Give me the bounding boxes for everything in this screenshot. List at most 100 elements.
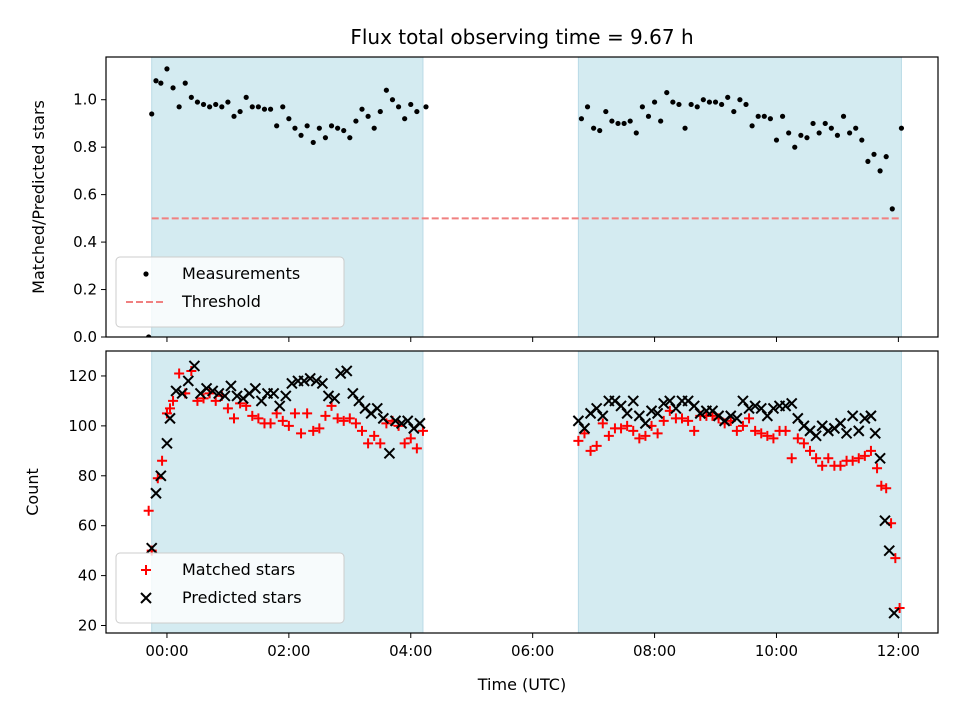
measurement-point [170, 85, 176, 91]
matched-star-point [737, 420, 748, 431]
measurement-point [694, 104, 700, 110]
legend-predicted-marker [140, 592, 152, 604]
predicted-star-point [225, 380, 237, 392]
matched-star-point [872, 463, 883, 474]
predicted-star-point [219, 390, 231, 402]
matched-star-point [707, 410, 718, 421]
legend-measurements-marker [143, 271, 149, 277]
matched-star-point [689, 425, 700, 436]
predicted-star-point [286, 377, 298, 390]
measurement-point [853, 125, 859, 131]
measurement-point [219, 104, 225, 110]
predicted-star-point [639, 417, 652, 430]
predicted-star-point [274, 400, 286, 412]
y-tick-label: 20 [78, 617, 97, 635]
matched-star-point [283, 420, 294, 431]
measurement-point [225, 99, 231, 105]
predicted-star-point [749, 400, 761, 412]
measurement-point [670, 99, 676, 105]
matched-star-point [222, 403, 233, 414]
matched-star-point [628, 425, 639, 436]
measurement-point [682, 125, 688, 131]
x-tick-label: 10:00 [755, 642, 798, 660]
predicted-star-point [161, 437, 173, 450]
measurement-point [755, 113, 761, 119]
predicted-star-point [176, 387, 188, 400]
matched-star-point [174, 368, 185, 379]
measurement-point [792, 144, 798, 150]
legend-box [115, 256, 345, 328]
measurement-point [731, 108, 737, 115]
measurement-point [237, 108, 243, 115]
matched-star-point [859, 450, 870, 461]
measurement-point [889, 206, 895, 212]
measurement-point [292, 125, 298, 131]
measurement-point [267, 106, 274, 112]
predicted-star-point [310, 375, 322, 387]
y-tick-label: 0.2 [73, 281, 97, 299]
matched-star-point [622, 420, 633, 431]
top-panel: 0.0 0.2 0.4 0.6 0.8 1.0 Matched/Predicted star… [29, 56, 939, 346]
matched-star-point [314, 423, 325, 434]
measurement-point [877, 168, 883, 174]
matched-star-point [744, 413, 755, 424]
matched-star-point [890, 553, 901, 564]
matched-star-point [302, 408, 313, 419]
measurement-point [335, 125, 341, 131]
measurement-point [859, 137, 865, 143]
legend-matched-label: Matched stars [182, 560, 295, 579]
matched-star-point [750, 425, 761, 436]
matched-star-point [296, 428, 307, 439]
legend-threshold-label: Threshold [181, 292, 261, 311]
measurement-point [898, 125, 905, 131]
predicted-star-point [743, 402, 755, 415]
measurement-point [639, 104, 645, 110]
measurement-point [743, 101, 749, 108]
y-tick-label: 1.0 [73, 91, 97, 109]
measurement-point [822, 120, 828, 127]
predicted-star-point [853, 425, 865, 437]
matched-star-point [411, 443, 422, 454]
measurement-point [377, 108, 383, 115]
predicted-star-point [341, 365, 353, 377]
matched-star-point [616, 423, 627, 434]
predicted-star-point [188, 360, 201, 372]
y-tick-label: 80 [78, 467, 97, 485]
measurement-point [231, 113, 237, 119]
measurement-point [676, 101, 682, 108]
matched-star-point [786, 453, 797, 464]
measurement-point [633, 130, 639, 136]
measurement-point [651, 99, 658, 105]
predicted-star-point [651, 407, 664, 420]
predicted-star-point [840, 427, 853, 440]
legend-1: Matched stars Predicted stars [115, 552, 345, 624]
y-axis-label: Count [23, 468, 42, 516]
predicted-star-point [170, 385, 182, 397]
observing-span-1 [577, 351, 902, 633]
measurement-point [584, 104, 591, 110]
predicted-star-point [822, 425, 834, 437]
measurement-point [359, 106, 365, 112]
measurement-point [365, 113, 371, 119]
axes-frame-0 [105, 56, 939, 338]
measurement-point [414, 108, 420, 115]
predicted-star-point [146, 542, 158, 554]
matched-star-point [835, 460, 846, 471]
matched-star-point [792, 433, 803, 444]
legend-measurements-label: Measurements [182, 264, 300, 283]
predicted-star-point [725, 410, 737, 422]
measurement-point [371, 125, 377, 131]
measurement-point [706, 99, 713, 105]
predicted-star-point [645, 405, 658, 417]
measurement-point [158, 80, 164, 86]
matched-star-point [894, 603, 905, 614]
predicted-star-point [694, 407, 706, 420]
predicted-star-point [182, 375, 194, 387]
axes-frame-1 [105, 350, 939, 634]
measurement-point [389, 97, 396, 103]
measurement-point [347, 135, 353, 141]
predicted-star-point [395, 417, 408, 430]
chart-title: Flux total observing time = 9.67 h [350, 25, 693, 49]
matched-star-point [405, 433, 416, 444]
matched-star-point [603, 430, 614, 441]
